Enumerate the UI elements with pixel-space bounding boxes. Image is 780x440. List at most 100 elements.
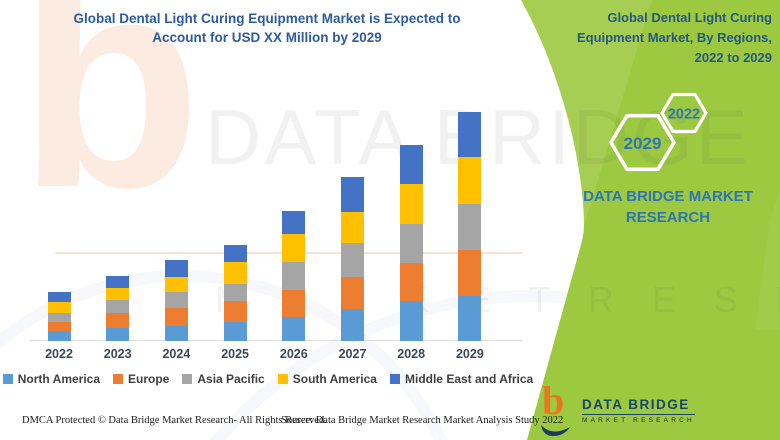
bar-segment-asia-pacific [399,224,423,263]
stacked-bar-2025 [223,245,247,341]
bar-segment-north-america [223,322,247,341]
panel-brand-name: DATA BRIDGE MARKET RESEARCH [562,186,774,228]
hexagon-2022 [660,92,708,134]
bar-segment-europe [282,290,306,317]
dbmr-logo-text-main: DATA BRIDGE [582,397,695,415]
bar-segment-asia-pacific [223,284,247,301]
bar-segment-europe [106,313,130,328]
bar-segment-europe [223,301,247,322]
chart-title-line1: Global Dental Light Curing Equipment Mar… [73,11,461,26]
panel-heading: Global Dental Light Curing Equipment Mar… [540,8,772,68]
dbmr-logo-text-sub: MARKET RESEARCH [582,417,695,424]
bar-segment-south-america [223,262,247,284]
panel-heading-line3: 2022 to 2029 [694,50,772,65]
legend-item-south-america: South America [277,372,377,386]
x-axis-label-2022: 2022 [45,347,73,361]
legend-label: Europe [128,372,170,386]
chart-title-line2: Account for USD XX Million by 2029 [152,30,382,45]
bar-segment-middle-east-and-africa [282,211,306,234]
panel-heading-line2: Equipment Market, By Regions, [576,30,772,45]
bar-segment-south-america [458,157,482,204]
bar-segment-north-america [282,317,306,341]
stacked-bar-2027 [341,177,364,341]
source-note: Source: Data Bridge Market Research Mark… [281,415,564,426]
dbmr-logo-b-icon: b [540,381,578,436]
bar-segment-europe [47,322,71,331]
hexagon-2029 [609,113,676,172]
bar-segment-south-america [341,212,364,243]
x-axis-label-2028: 2028 [397,347,426,361]
chart-legend: North America Europe Asia Pacific South Ame… [2,372,533,386]
x-axis-label-2025: 2025 [221,347,249,361]
bar-segment-europe [399,263,423,301]
bar-segment-north-america [399,301,423,341]
hexagon-year-2029: 2029 [624,134,662,153]
hexagon-year-2022: 2022 [668,107,700,123]
legend-label: Middle East and Africa [404,372,534,386]
bar-segment-middle-east-and-africa [458,112,482,157]
bar-segment-asia-pacific [164,292,188,308]
legend-item-middle-east-and-africa: Middle East and Africa [389,372,534,386]
bar-segment-middle-east-and-africa [106,276,130,288]
bar-segment-north-america [458,296,482,341]
bar-segment-middle-east-and-africa [399,145,423,184]
bar-segment-middle-east-and-africa [47,292,71,302]
x-axis-label-2027: 2027 [338,347,367,361]
panel-brand-line1: DATA BRIDGE MARKET [583,188,753,205]
legend-swatch-icon [113,374,124,384]
panel-heading-line1: Global Dental Light Curing [607,10,772,25]
bar-segment-asia-pacific [341,243,364,277]
bar-segment-north-america [47,331,71,341]
bar-segment-south-america [399,184,423,224]
bar-segment-north-america [164,326,188,341]
bar-segment-asia-pacific [106,300,130,313]
watermark-b-logo-icon: b [18,0,202,250]
bar-segment-asia-pacific [458,204,482,250]
bar-segment-south-america [47,302,71,313]
legend-item-asia-pacific: Asia Pacific [182,372,265,386]
legend-item-north-america: North America [2,372,101,386]
legend-item-europe: Europe [113,372,169,386]
stacked-bar-2029 [458,112,482,341]
bar-segment-middle-east-and-africa [341,177,364,212]
bar-segment-middle-east-and-africa [164,260,188,277]
x-axis-label-2023: 2023 [103,347,132,361]
legend-label: Asia Pacific [197,372,265,386]
stacked-bar-2024 [164,260,188,341]
stacked-bar-2023 [106,276,130,341]
bar-segment-europe [458,250,482,296]
bar-segment-asia-pacific [47,313,71,322]
panel-brand-line2: RESEARCH [625,209,711,226]
legend-swatch-icon [2,374,13,384]
bar-segment-asia-pacific [282,262,306,290]
x-axis-line [30,340,522,341]
legend-swatch-icon [277,374,288,384]
stacked-bar-2028 [399,145,423,341]
bar-segment-south-america [106,288,130,300]
watermark-text-marketresearch: M A R K E T R E S E A R C H [215,279,780,320]
legend-label: North America [17,372,101,386]
stacked-bar-2022 [47,292,71,341]
dbmr-logo: b DATA BRIDGE MARKET RESEARCH [540,381,695,436]
bar-segment-europe [164,308,188,326]
chart-title: Global Dental Light Curing Equipment Mar… [14,9,520,47]
bar-segment-north-america [106,328,130,341]
bar-segment-north-america [341,309,364,341]
x-axis-label-2029: 2029 [455,347,484,361]
legend-swatch-icon [389,374,400,384]
bar-segment-south-america [282,234,306,262]
bar-segment-south-america [164,277,188,292]
dbmr-logo-text: DATA BRIDGE MARKET RESEARCH [582,389,695,424]
bar-segment-middle-east-and-africa [223,245,247,262]
bar-segment-europe [341,277,364,309]
dmca-notice: DMCA Protected © Data Bridge Market Rese… [22,415,327,426]
dbmr-logo-swoosh-icon [541,425,570,436]
legend-swatch-icon [182,374,193,384]
legend-label: South America [292,372,377,386]
stacked-bar-2026 [282,211,306,341]
x-axis-label-2024: 2024 [162,347,191,361]
x-axis-label-2026: 2026 [279,347,308,361]
